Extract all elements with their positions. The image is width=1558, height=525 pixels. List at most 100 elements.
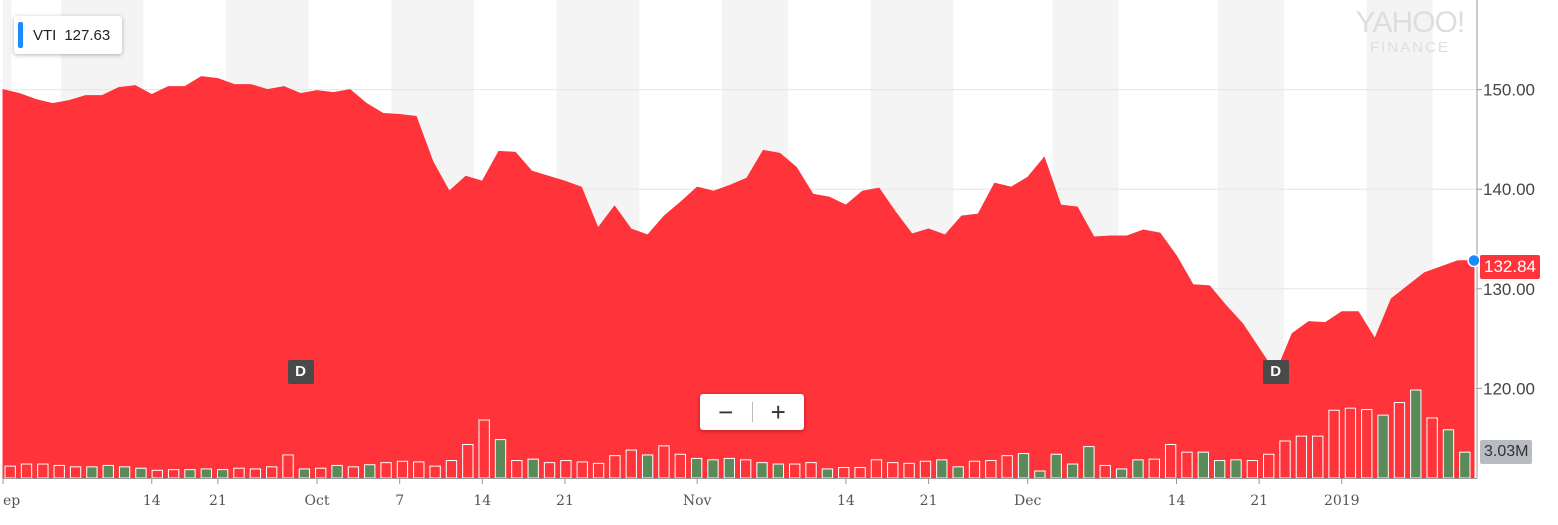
x-tick-label-3: Oct [305, 493, 330, 509]
volume-bar-76 [1246, 460, 1259, 479]
price-marker [1467, 253, 1481, 268]
volume-bar-18 [298, 468, 311, 479]
volume-bar-1 [20, 463, 33, 479]
volume-bar-46 [756, 462, 768, 479]
symbol-legend[interactable]: VTI 127.63 [14, 16, 123, 54]
volume-bar-43 [707, 459, 719, 479]
volume-bar-50 [821, 468, 834, 479]
volume-bar-12 [200, 468, 212, 479]
volume-bar-10 [167, 469, 180, 479]
volume-bar-35 [576, 461, 588, 479]
volume-bar-77 [1263, 453, 1275, 479]
volume-bar-20 [331, 464, 343, 479]
volume-bar-55 [903, 462, 915, 479]
volume-bar-23 [380, 462, 392, 479]
dividend-marker-1[interactable]: D [1262, 360, 1289, 384]
volume-bar-64 [1050, 453, 1062, 479]
y-tick-label-0: 120.00 [1483, 379, 1535, 398]
volume-bar-42 [690, 457, 703, 479]
x-tick-label-1: 14 [143, 493, 161, 509]
x-tick-label-8: 14 [837, 493, 855, 509]
volume-bar-11 [184, 469, 196, 479]
watermark-line-2: FINANCE [1370, 39, 1450, 56]
x-tick-label-7: Nov [683, 493, 712, 509]
volume-bar-48 [789, 463, 801, 479]
x-tick-label-10: Dec [1014, 493, 1042, 509]
volume-bar-56 [919, 460, 932, 479]
zoom-separator [751, 402, 753, 422]
x-tick-label-4: 7 [395, 493, 404, 509]
volume-bar-62 [1017, 453, 1030, 479]
x-tick-label-9: 21 [920, 493, 938, 509]
volume-bar-0 [4, 465, 16, 479]
volume-bar-7 [118, 466, 131, 479]
volume-bar-52 [854, 467, 866, 479]
volume-bar-3 [53, 464, 65, 479]
last-price-tag: 132.84 [1480, 255, 1540, 279]
x-tick-label-6: 21 [556, 493, 574, 509]
volume-bar-33 [543, 462, 556, 479]
volume-bar-5 [86, 466, 98, 479]
y-tick-label-2: 140.00 [1483, 180, 1535, 199]
zoom-out-button[interactable]: − [718, 397, 734, 427]
volume-bar-44 [723, 457, 736, 479]
volume-bar-13 [216, 469, 229, 479]
volume-bar-82 [1344, 407, 1357, 479]
volume-bar-63 [1034, 470, 1046, 479]
volume-bar-53 [870, 459, 883, 479]
volume-bar-16 [266, 466, 278, 479]
volume-bar-81 [1328, 409, 1340, 479]
legend-value: 127.63 [64, 26, 111, 44]
volume-bar-87 [1426, 417, 1438, 479]
volume-bar-36 [592, 462, 605, 479]
price-area-path [2, 76, 1475, 479]
volume-bar-6 [102, 464, 114, 479]
y-tick-label-1: 130.00 [1483, 280, 1535, 299]
volume-bar-83 [1361, 409, 1373, 479]
volume-bar-9 [151, 469, 163, 479]
volume-bar-79 [1295, 435, 1308, 479]
volume-bar-21 [347, 466, 360, 479]
volume-bar-41 [674, 453, 686, 479]
dividend-marker-0[interactable]: D [287, 360, 314, 384]
volume-bar-85 [1393, 402, 1406, 479]
price-area [2, 76, 1475, 479]
y-axis-labels: 120.00 130.00 140.00 150.00 [1477, 81, 1535, 398]
volume-tag: 3.03M [1480, 440, 1533, 464]
volume-bar-25 [413, 461, 425, 479]
volume-bar-31 [511, 460, 523, 479]
volume-bar-27 [445, 460, 458, 479]
volume-bar-37 [609, 455, 621, 479]
x-tick-label-11: 14 [1168, 493, 1186, 509]
volume-bar-2 [37, 463, 49, 479]
volume-bar-68 [1115, 468, 1128, 479]
watermark-line-1: YAHOO! [1355, 6, 1465, 39]
volume-bar-45 [740, 459, 752, 479]
axes [3, 0, 1478, 479]
volume-bar-8 [135, 467, 147, 479]
volume-bar-89 [1459, 451, 1471, 479]
volume-bar-71 [1164, 443, 1177, 479]
volume-bar-78 [1279, 440, 1291, 479]
series-color-swatch [18, 22, 23, 48]
x-axis-labels: ep 14 21 Oct 7 14 21 Nov 14 21 Dec 14 21 2019 [2, 478, 1360, 509]
volume-bar-17 [282, 454, 294, 479]
x-tick-label-0: ep [3, 493, 20, 509]
volume-bar-69 [1132, 459, 1144, 479]
volume-bar-66 [1083, 446, 1095, 479]
volume-bar-80 [1312, 435, 1324, 479]
volume-bar-73 [1197, 451, 1209, 479]
volume-bar-15 [249, 468, 262, 479]
volume-bar-26 [429, 465, 441, 479]
zoom-control: − + [700, 394, 804, 430]
zoom-in-button[interactable]: + [770, 397, 786, 427]
volume-bar-65 [1066, 463, 1079, 479]
volume-bar-60 [985, 460, 997, 479]
volume-bar-40 [658, 445, 670, 479]
volume-bar-30 [494, 439, 507, 479]
last-price-dot [1467, 253, 1481, 268]
y-tick-label-3: 150.00 [1483, 81, 1535, 100]
legend-symbol: VTI [33, 26, 57, 44]
